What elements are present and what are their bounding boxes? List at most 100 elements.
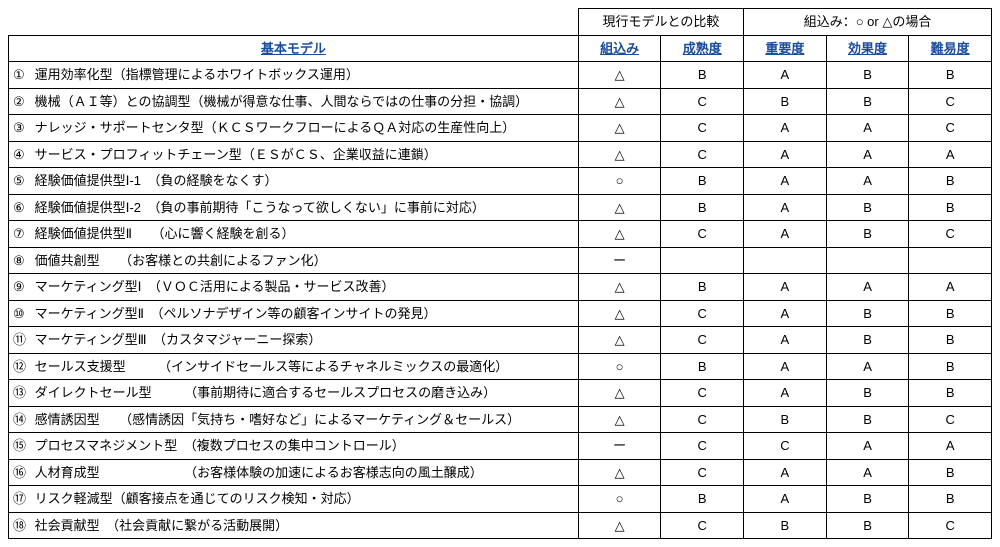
cell-effectiveness: A — [826, 274, 909, 301]
model-label-cell: ⑰ リスク軽減型（顧客接点を通じてのリスク検知・対応） — [9, 486, 579, 513]
cell-maturity: B — [661, 353, 744, 380]
model-label-text: 経験価値提供型Ⅰ-2 （負の事前期待「こうなって欲しくない」に事前に対応） — [31, 200, 485, 215]
model-label-cell: ⑥ 経験価値提供型Ⅰ-2 （負の事前期待「こうなって欲しくない」に事前に対応） — [9, 194, 579, 221]
cell-maturity — [661, 247, 744, 274]
model-label-cell: ③ ナレッジ・サポートセンタ型（ＫＣＳワークフローによるＱＡ対応の生産性向上） — [9, 115, 579, 142]
cell-embed: △ — [578, 88, 661, 115]
header-group-inclusion: 組込み：○ or △の場合 — [744, 9, 992, 36]
header-group-row: 現行モデルとの比較 組込み：○ or △の場合 — [9, 9, 992, 36]
header-embed: 組込み — [578, 35, 661, 62]
cell-importance: B — [744, 512, 827, 539]
table-row: ③ ナレッジ・サポートセンタ型（ＫＣＳワークフローによるＱＡ対応の生産性向上）△… — [9, 115, 992, 142]
cell-maturity: C — [661, 327, 744, 354]
model-label-text: サービス・プロフィットチェーン型（ＥＳがＣＳ、企業収益に連鎖） — [31, 147, 437, 162]
cell-maturity: B — [661, 274, 744, 301]
cell-difficulty: B — [909, 459, 992, 486]
cell-effectiveness: A — [826, 141, 909, 168]
table-row: ⑧ 価値共創型 （お客様との共創によるファン化）ー — [9, 247, 992, 274]
model-label-cell: ⑤ 経験価値提供型Ⅰ-1 （負の経験をなくす） — [9, 168, 579, 195]
cell-embed: ○ — [578, 486, 661, 513]
header-row: 基本モデル 組込み 成熟度 重要度 効果度 難易度 — [9, 35, 992, 62]
cell-importance: C — [744, 433, 827, 460]
table-row: ⑫ セールス支援型 （インサイドセールス等によるチャネルミックスの最適化）○BA… — [9, 353, 992, 380]
cell-difficulty: B — [909, 168, 992, 195]
cell-difficulty: C — [909, 115, 992, 142]
cell-embed: △ — [578, 115, 661, 142]
row-number: ⑬ — [13, 383, 31, 403]
table-row: ⑯ 人材育成型 （お客様体験の加速によるお客様志向の風土醸成）△CAAB — [9, 459, 992, 486]
cell-importance: A — [744, 486, 827, 513]
cell-effectiveness: B — [826, 194, 909, 221]
cell-difficulty — [909, 247, 992, 274]
model-label-text: マーケティング型Ⅲ （カスタマジャーニー探索） — [31, 332, 321, 347]
table-row: ⑱ 社会貢献型 （社会貢献に繋がる活動展開）△CBBC — [9, 512, 992, 539]
cell-maturity: C — [661, 459, 744, 486]
table-row: ⑨ マーケティング型Ⅰ （ＶＯＣ活用による製品・サービス改善）△BAAA — [9, 274, 992, 301]
row-number: ⑮ — [13, 436, 31, 456]
cell-effectiveness: A — [826, 459, 909, 486]
empty-corner — [9, 9, 579, 36]
cell-embed: △ — [578, 194, 661, 221]
cell-embed: △ — [578, 274, 661, 301]
model-label-cell: ⑯ 人材育成型 （お客様体験の加速によるお客様志向の風土醸成） — [9, 459, 579, 486]
cell-effectiveness: A — [826, 168, 909, 195]
cell-difficulty: A — [909, 274, 992, 301]
row-number: ⑩ — [13, 304, 31, 324]
model-label-text: 人材育成型 （お客様体験の加速によるお客様志向の風土醸成） — [31, 465, 483, 480]
cell-maturity: C — [661, 512, 744, 539]
model-label-cell: ① 運用効率化型（指標管理によるホワイトボックス運用） — [9, 62, 579, 89]
model-label-cell: ⑪ マーケティング型Ⅲ （カスタマジャーニー探索） — [9, 327, 579, 354]
cell-maturity: C — [661, 221, 744, 248]
cell-embed: △ — [578, 406, 661, 433]
model-label-cell: ④ サービス・プロフィットチェーン型（ＥＳがＣＳ、企業収益に連鎖） — [9, 141, 579, 168]
cell-effectiveness: B — [826, 512, 909, 539]
model-label-cell: ⑨ マーケティング型Ⅰ （ＶＯＣ活用による製品・サービス改善） — [9, 274, 579, 301]
cell-importance: A — [744, 141, 827, 168]
model-label-text: プロセスマネジメント型 （複数プロセスの集中コントロール） — [31, 438, 405, 453]
table-row: ⑮ プロセスマネジメント型 （複数プロセスの集中コントロール）ーCCAA — [9, 433, 992, 460]
row-number: ⑭ — [13, 410, 31, 430]
cell-effectiveness: A — [826, 433, 909, 460]
row-number: ③ — [13, 118, 31, 138]
cell-maturity: C — [661, 88, 744, 115]
row-number: ⑪ — [13, 330, 31, 350]
model-label-cell: ⑬ ダイレクトセール型 （事前期待に適合するセールスプロセスの磨き込み） — [9, 380, 579, 407]
cell-difficulty: B — [909, 353, 992, 380]
cell-importance: A — [744, 168, 827, 195]
model-label-cell: ⑦ 経験価値提供型Ⅱ （心に響く経験を創る） — [9, 221, 579, 248]
row-number: ① — [13, 65, 31, 85]
cell-effectiveness: B — [826, 300, 909, 327]
cell-importance: A — [744, 300, 827, 327]
cell-maturity: B — [661, 62, 744, 89]
model-label-text: 運用効率化型（指標管理によるホワイトボックス運用） — [31, 67, 359, 82]
cell-embed: ○ — [578, 353, 661, 380]
header-effectiveness: 効果度 — [826, 35, 909, 62]
table-row: ⑰ リスク軽減型（顧客接点を通じてのリスク検知・対応）○BABB — [9, 486, 992, 513]
table-row: ⑬ ダイレクトセール型 （事前期待に適合するセールスプロセスの磨き込み）△CAB… — [9, 380, 992, 407]
cell-importance: A — [744, 115, 827, 142]
cell-maturity: B — [661, 486, 744, 513]
cell-importance: A — [744, 221, 827, 248]
model-label-cell: ② 機械（ＡＩ等）との協調型（機械が得意な仕事、人間ならではの仕事の分担・協調） — [9, 88, 579, 115]
cell-difficulty: C — [909, 88, 992, 115]
model-label-cell: ⑭ 感情誘因型 （感情誘因「気持ち・嗜好など」によるマーケティング＆セールス） — [9, 406, 579, 433]
cell-embed: △ — [578, 221, 661, 248]
model-label-text: 経験価値提供型Ⅱ （心に響く経験を創る） — [31, 226, 295, 241]
cell-maturity: C — [661, 406, 744, 433]
cell-maturity: C — [661, 433, 744, 460]
model-label-text: マーケティング型Ⅱ （ペルソナデザイン等の顧客インサイトの発見） — [31, 306, 436, 321]
cell-effectiveness: A — [826, 115, 909, 142]
cell-maturity: B — [661, 194, 744, 221]
cell-difficulty: C — [909, 512, 992, 539]
cell-difficulty: B — [909, 486, 992, 513]
row-number: ⑤ — [13, 171, 31, 191]
cell-effectiveness: B — [826, 486, 909, 513]
cell-importance: A — [744, 380, 827, 407]
cell-importance: A — [744, 194, 827, 221]
table-row: ① 運用効率化型（指標管理によるホワイトボックス運用）△BABB — [9, 62, 992, 89]
header-difficulty: 難易度 — [909, 35, 992, 62]
cell-maturity: B — [661, 168, 744, 195]
cell-importance: A — [744, 327, 827, 354]
table-row: ⑩ マーケティング型Ⅱ （ペルソナデザイン等の顧客インサイトの発見）△CABB — [9, 300, 992, 327]
cell-difficulty: A — [909, 141, 992, 168]
